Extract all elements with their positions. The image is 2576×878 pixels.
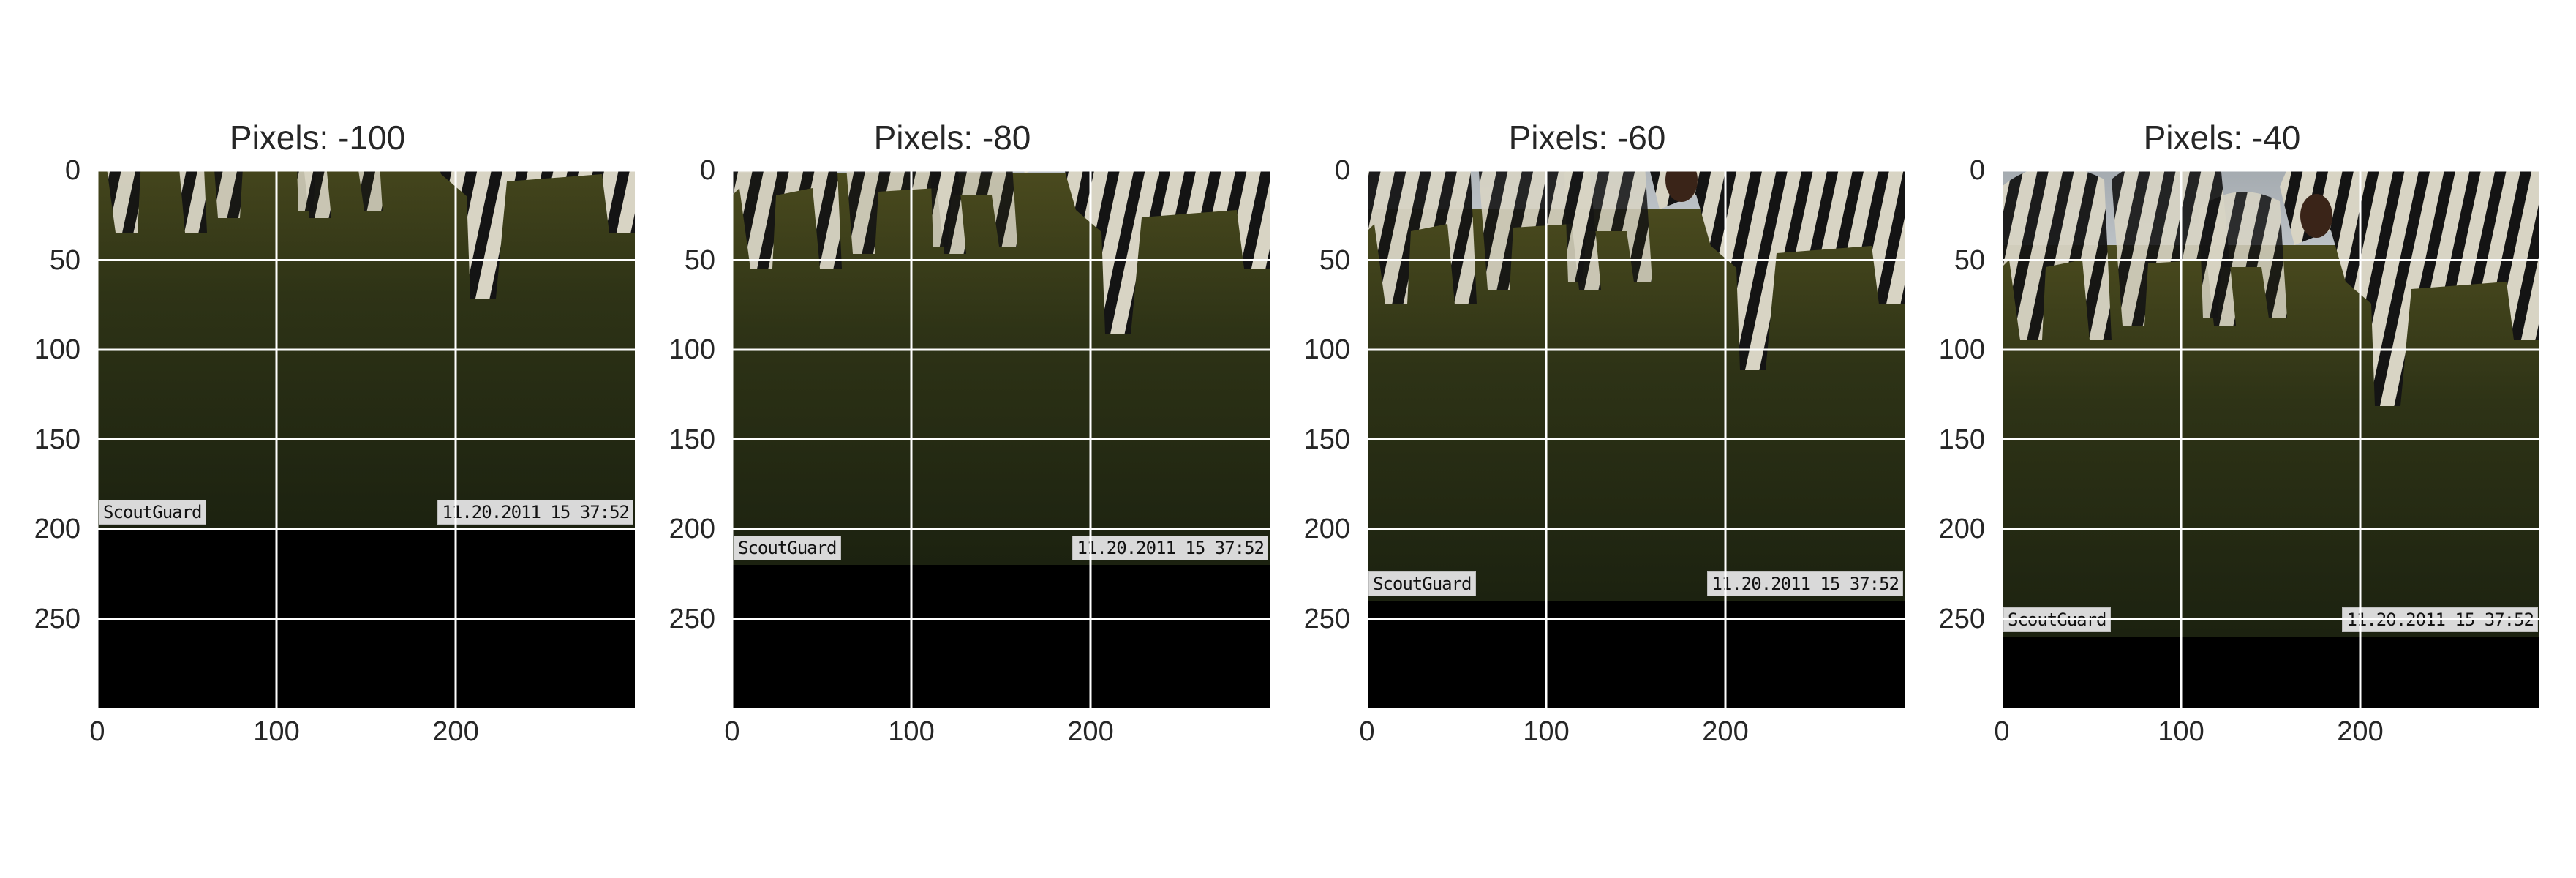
- y-tick-label: 0: [64, 155, 80, 186]
- y-tick-label: 100: [1303, 334, 1350, 365]
- camera-timestamp-label: 11.20.2011 15 37:52: [2342, 607, 2538, 632]
- camera-brand-label: ScoutGuard: [734, 536, 841, 560]
- y-tick-label: 250: [34, 603, 80, 634]
- image-axes: ScoutGuard 11.20.2011 15 37:52: [97, 170, 635, 708]
- image-axes: ScoutGuard 11.20.2011 15 37:52: [2002, 170, 2539, 708]
- zebra-photo: [732, 170, 1270, 565]
- camera-brand-label: ScoutGuard: [2003, 607, 2111, 632]
- zebra-photo: [97, 170, 635, 529]
- zebra-photo: [2002, 170, 2539, 637]
- y-tick-label: 150: [669, 424, 715, 455]
- y-tick-label: 250: [1303, 603, 1350, 634]
- image-axes: ScoutGuard 11.20.2011 15 37:52: [1367, 170, 1905, 708]
- y-tick-label: 150: [1938, 424, 1985, 455]
- panel-title: Pixels: -40: [2143, 119, 2301, 157]
- y-tick-label: 0: [1969, 155, 1985, 186]
- x-tick-label: 100: [2158, 716, 2204, 747]
- y-tick-label: 200: [1303, 514, 1350, 544]
- panel-title: Pixels: -80: [873, 119, 1031, 157]
- y-tick-label: 100: [34, 334, 80, 365]
- panel-title: Pixels: -100: [229, 119, 406, 157]
- camera-brand-label: ScoutGuard: [1368, 571, 1476, 596]
- image-axes: ScoutGuard 11.20.2011 15 37:52: [732, 170, 1270, 708]
- x-tick-label: 100: [888, 716, 935, 747]
- y-tick-label: 50: [1954, 244, 1985, 276]
- y-tick-label: 200: [1938, 514, 1985, 544]
- y-tick-label: 150: [1303, 424, 1350, 455]
- y-tick-label: 100: [669, 334, 715, 365]
- camera-brand-label: ScoutGuard: [99, 500, 206, 525]
- y-tick-label: 0: [1334, 155, 1350, 186]
- empty-fill-region: [2002, 637, 2539, 708]
- x-tick-label: 0: [724, 716, 740, 747]
- image-panel: Pixels: -100 ScoutGuard 11.20.2011 15 37:5…: [0, 0, 635, 878]
- x-tick-label: 200: [2337, 716, 2384, 747]
- image-content: [1367, 170, 1905, 601]
- zebra-photo: [1367, 170, 1905, 601]
- x-tick-label: 0: [89, 716, 105, 747]
- empty-fill-region: [97, 529, 635, 708]
- camera-timestamp-label: 11.20.2011 15 37:52: [437, 500, 633, 525]
- empty-fill-region: [1367, 601, 1905, 708]
- x-tick-label: 0: [1359, 716, 1375, 747]
- y-tick-label: 200: [669, 514, 715, 544]
- camera-timestamp-label: 11.20.2011 15 37:52: [1072, 536, 1268, 560]
- x-tick-label: 100: [253, 716, 300, 747]
- image-panel: Pixels: -80 ScoutGuard 11.20.2011 15 37:52…: [635, 0, 1270, 878]
- image-content: [97, 170, 635, 529]
- y-tick-label: 50: [49, 244, 80, 276]
- y-tick-label: 250: [1938, 603, 1985, 634]
- y-tick-label: 100: [1938, 334, 1985, 365]
- image-content: [732, 170, 1270, 565]
- y-tick-label: 150: [34, 424, 80, 455]
- camera-timestamp-label: 11.20.2011 15 37:52: [1707, 571, 1903, 596]
- image-panel: Pixels: -60 ScoutGuard 11.20.2011 15 37:52…: [1270, 0, 1905, 878]
- y-tick-label: 250: [669, 603, 715, 634]
- x-tick-label: 100: [1523, 716, 1570, 747]
- image-content: [2002, 170, 2539, 637]
- x-tick-label: 0: [1994, 716, 2010, 747]
- panel-title: Pixels: -60: [1508, 119, 1666, 157]
- empty-fill-region: [732, 565, 1270, 708]
- y-tick-label: 200: [34, 514, 80, 544]
- x-tick-label: 200: [1702, 716, 1749, 747]
- y-tick-label: 50: [684, 244, 715, 276]
- y-tick-label: 50: [1319, 244, 1350, 276]
- x-tick-label: 200: [1067, 716, 1114, 747]
- y-tick-label: 0: [699, 155, 715, 186]
- image-panel: Pixels: -40 ScoutGuard 11.20.2011 15 37:52…: [1905, 0, 2539, 878]
- x-tick-label: 200: [432, 716, 479, 747]
